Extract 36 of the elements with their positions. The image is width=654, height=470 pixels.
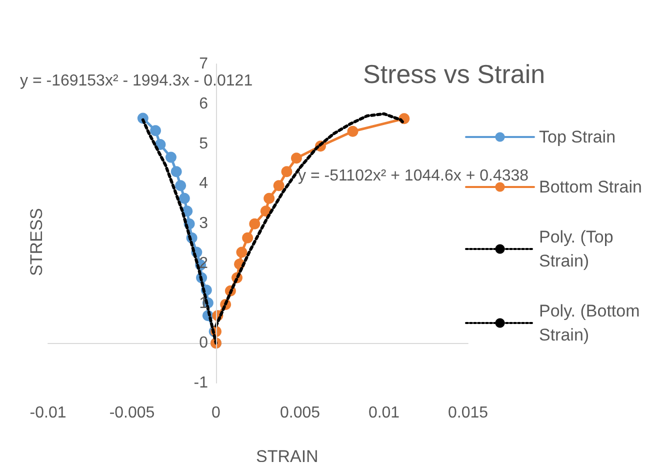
x-tick-label: -0.01 bbox=[30, 404, 66, 422]
point bbox=[236, 246, 248, 258]
point bbox=[290, 152, 302, 164]
x-axis-title: STRAIN bbox=[256, 447, 318, 466]
y-axis-title: STRESS bbox=[27, 208, 46, 276]
x-tick-label: 0.005 bbox=[280, 404, 320, 422]
y-tick-label: 0 bbox=[199, 334, 208, 352]
point bbox=[273, 180, 284, 192]
annotation: y = -51102x² + 1044.6x + 0.4338 bbox=[298, 168, 529, 184]
legend-label: Top Strain bbox=[539, 128, 616, 146]
x-tick-label: 0 bbox=[212, 404, 221, 422]
annotation: y = -169153x² - 1994.3x - 0.0121 bbox=[20, 72, 253, 90]
y-tick-label: -1 bbox=[194, 374, 208, 392]
x-tick-label: -0.005 bbox=[109, 404, 155, 422]
y-tick-label: 4 bbox=[199, 175, 208, 192]
point bbox=[165, 152, 176, 163]
chart-title: Stress vs Strain bbox=[363, 59, 546, 89]
x-tick-label: 0.01 bbox=[368, 404, 400, 422]
y-tick-label: 7 bbox=[199, 56, 208, 72]
point bbox=[281, 166, 292, 178]
point bbox=[242, 232, 254, 244]
y-tick-label: 1 bbox=[199, 294, 208, 312]
point bbox=[170, 166, 182, 178]
point bbox=[249, 218, 260, 230]
point bbox=[150, 125, 162, 136]
point bbox=[264, 192, 275, 204]
point bbox=[175, 180, 186, 192]
legend-label: Poly. (Top Strain) bbox=[539, 228, 618, 270]
legend-label: Bottom Strain bbox=[539, 178, 642, 196]
y-tick-label: 3 bbox=[199, 215, 208, 232]
x-tick-label: 0.015 bbox=[448, 404, 488, 422]
y-tick-label: 6 bbox=[199, 95, 208, 112]
legend-label: Poly. (Bottom Strain) bbox=[539, 302, 644, 344]
point bbox=[178, 192, 190, 204]
point bbox=[347, 126, 358, 137]
y-tick-label: 5 bbox=[199, 135, 208, 152]
